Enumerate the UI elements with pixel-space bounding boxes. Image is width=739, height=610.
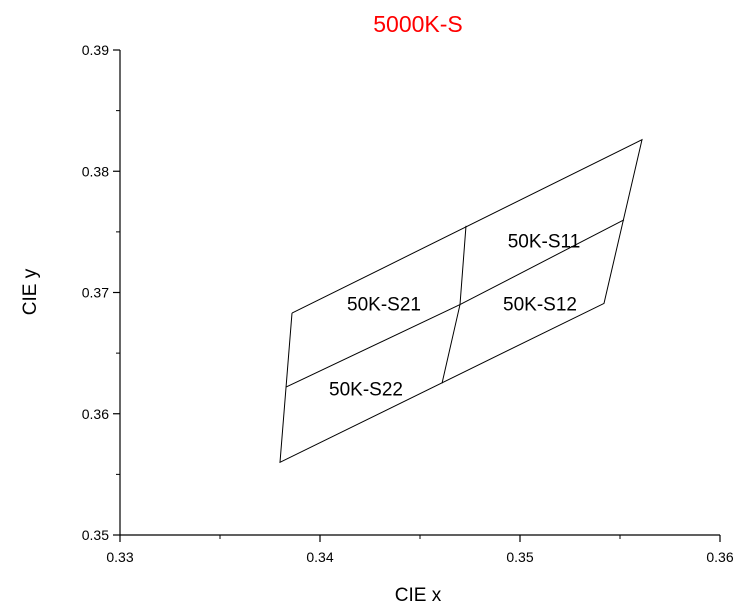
y-tick-label: 0.38 [82, 163, 109, 179]
plot-area: 50K-S11 50K-S12 50K-S21 50K-S22 [279, 138, 643, 464]
x-axis-title: CIE x [395, 585, 442, 606]
y-axis-title: CIE y [20, 268, 41, 315]
x-tick-label: 0.34 [306, 549, 333, 565]
x-tick-label: 0.36 [706, 549, 733, 565]
x-tick-label: 0.33 [106, 549, 133, 565]
region-label: 50K-S12 [503, 295, 577, 316]
axes: 0.33 0.34 0.35 0.36 0.35 0.36 0.37 0.38 0.39 [82, 42, 734, 565]
region-label: 50K-S11 [508, 232, 581, 253]
region-label: 50K-S22 [329, 380, 403, 401]
y-tick-label: 0.37 [82, 285, 109, 301]
region-label: 50K-S21 [347, 295, 421, 316]
y-tick-label: 0.35 [82, 527, 109, 543]
boundary-vertical-divider [441, 225, 467, 384]
chart-title: 5000K-S [373, 11, 463, 37]
x-tick-label: 0.35 [506, 549, 533, 565]
y-tick-label: 0.36 [82, 406, 109, 422]
boundary-outer [279, 138, 643, 464]
y-tick-label: 0.39 [82, 42, 109, 58]
